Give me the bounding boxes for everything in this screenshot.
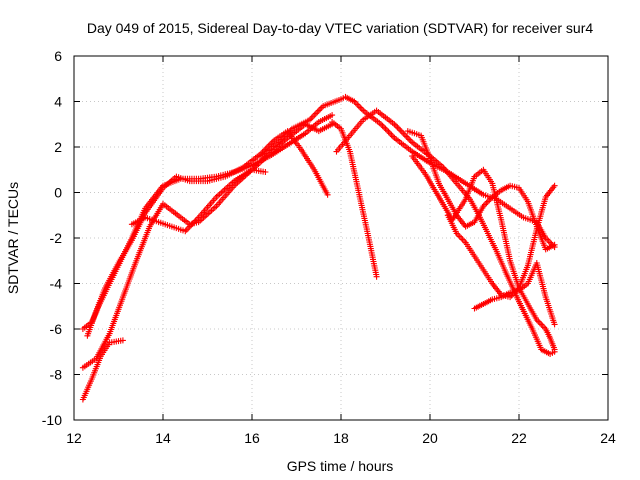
y-axis: -10 -8 -6 -4 -2 0 2 4 6 [42, 48, 608, 428]
series-track [409, 153, 558, 353]
data-point-markers [79, 121, 336, 371]
x-tick-label: 18 [333, 430, 349, 446]
series-track [471, 260, 558, 328]
data-point-markers [257, 93, 558, 251]
y-tick-label: -10 [42, 412, 62, 428]
series-track [79, 337, 126, 403]
data-point-markers [409, 153, 558, 353]
y-tick-label: -8 [50, 367, 63, 383]
x-tick-label: 24 [600, 430, 616, 446]
x-axis-label: GPS time / hours [287, 458, 394, 474]
series-track [128, 166, 269, 235]
x-tick-label: 12 [66, 430, 82, 446]
series-track [404, 128, 558, 253]
x-tick-label: 20 [422, 430, 438, 446]
data-point-markers [128, 166, 269, 235]
series-track [79, 121, 336, 371]
x-tick-label: 22 [511, 430, 527, 446]
y-tick-label: 0 [54, 185, 62, 201]
data-point-markers [329, 119, 380, 280]
y-tick-label: 2 [54, 139, 62, 155]
chart-title: Day 049 of 2015, Sidereal Day-to-day VTE… [87, 20, 593, 36]
series-track [444, 182, 558, 301]
data-point-markers [79, 337, 126, 403]
y-tick-label: -4 [50, 276, 63, 292]
y-tick-label: -6 [50, 321, 63, 337]
grid [74, 56, 608, 420]
x-tick-label: 14 [155, 430, 171, 446]
x-tick-label: 16 [244, 430, 260, 446]
y-tick-label: 6 [54, 48, 62, 64]
y-axis-label: SDTVAR / TECUs [5, 182, 21, 294]
y-tick-label: 4 [54, 94, 62, 110]
series-track [257, 93, 558, 251]
series-track [329, 119, 380, 280]
data-point-markers [471, 260, 558, 328]
x-axis: 12 14 16 18 20 22 24 [66, 56, 616, 446]
data-point-markers [444, 182, 558, 301]
data-point-markers [404, 128, 558, 253]
y-tick-label: -2 [50, 230, 63, 246]
data-series [79, 93, 558, 403]
